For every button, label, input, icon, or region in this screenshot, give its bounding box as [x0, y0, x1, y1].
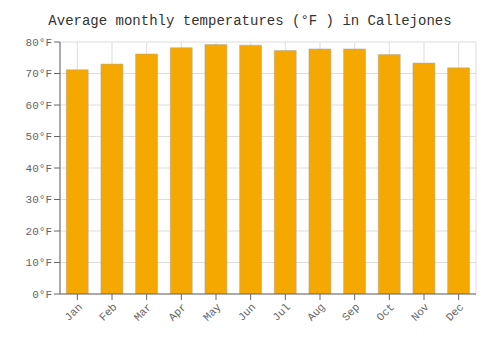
svg-text:May: May [201, 301, 224, 324]
svg-text:80°F: 80°F [26, 37, 52, 49]
svg-text:Aug: Aug [305, 301, 327, 323]
svg-text:Jun: Jun [236, 301, 258, 323]
svg-text:70°F: 70°F [26, 68, 52, 80]
svg-text:Jan: Jan [62, 301, 84, 323]
svg-text:Oct: Oct [374, 301, 396, 323]
svg-text:0°F: 0°F [32, 289, 52, 301]
svg-text:50°F: 50°F [26, 131, 52, 143]
svg-text:Apr: Apr [166, 301, 188, 323]
svg-text:Nov: Nov [409, 301, 432, 324]
svg-text:60°F: 60°F [26, 100, 52, 112]
svg-text:20°F: 20°F [26, 226, 52, 238]
svg-text:30°F: 30°F [26, 194, 52, 206]
svg-text:Dec: Dec [444, 301, 466, 323]
html-text:Average monthly temperatures (: Average monthly temperatures (°F ) in Ca… [48, 13, 452, 29]
svg-text:Sep: Sep [340, 301, 362, 323]
svg-text:Jul: Jul [270, 301, 292, 323]
svg-text:40°F: 40°F [26, 163, 52, 175]
svg-text:10°F: 10°F [26, 257, 52, 269]
svg-text:Feb: Feb [97, 301, 119, 323]
svg-text:Mar: Mar [132, 301, 154, 323]
